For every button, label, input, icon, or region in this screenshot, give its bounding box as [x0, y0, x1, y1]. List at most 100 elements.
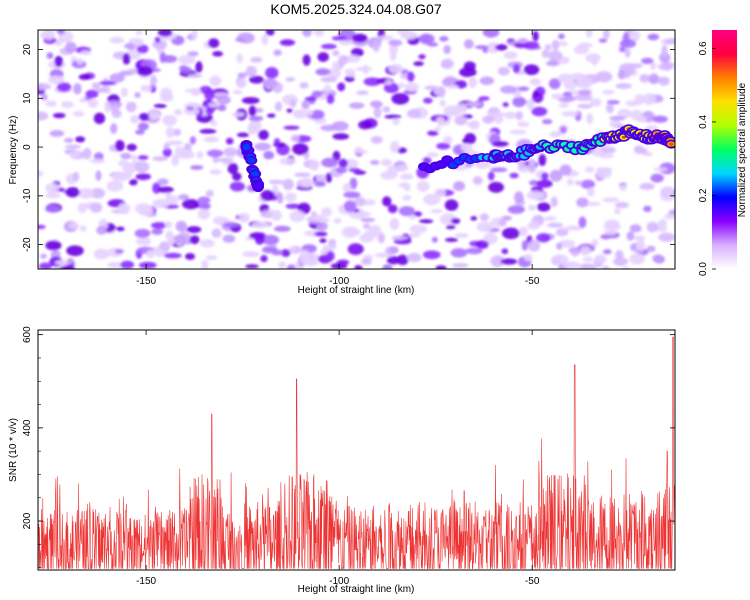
- noise-blob: [146, 249, 156, 259]
- noise-blob: [335, 166, 348, 174]
- noise-blob: [77, 188, 95, 199]
- noise-blob: [279, 39, 296, 46]
- noise-blob: [120, 152, 132, 160]
- noise-blob: [165, 190, 172, 202]
- noise-blob: [603, 230, 617, 236]
- noise-blob: [189, 235, 200, 245]
- noise-blob: [532, 90, 539, 97]
- noise-blob: [523, 253, 533, 262]
- noise-blob: [328, 238, 337, 247]
- noise-blob: [282, 178, 294, 191]
- noise-blob: [302, 54, 311, 66]
- noise-blob: [125, 101, 137, 113]
- noise-blob: [206, 149, 224, 158]
- noise-blob: [229, 181, 246, 192]
- noise-blob: [289, 99, 297, 108]
- noise-blob: [582, 256, 594, 263]
- noise-blob: [46, 52, 54, 59]
- noise-blob: [135, 30, 143, 35]
- noise-blob: [364, 199, 376, 206]
- noise-blob: [245, 65, 257, 77]
- noise-blob: [615, 201, 629, 209]
- noise-blob: [236, 53, 243, 64]
- noise-blob: [338, 55, 349, 65]
- snr-y-tick-label: 400: [22, 419, 33, 436]
- noise-blob: [223, 147, 238, 157]
- noise-blob: [338, 39, 354, 46]
- noise-blob: [454, 115, 468, 126]
- noise-blob: [571, 251, 579, 257]
- noise-blob: [72, 110, 85, 117]
- colorbar-ticks: 0.0 0.2 0.4 0.6: [698, 41, 716, 276]
- noise-blob: [138, 261, 157, 269]
- noise-blob: [546, 60, 560, 67]
- noise-blob: [427, 42, 439, 47]
- noise-blob: [577, 103, 593, 109]
- noise-blob: [321, 207, 332, 217]
- noise-blob: [134, 228, 151, 238]
- noise-blob: [174, 109, 183, 116]
- noise-blob: [347, 243, 364, 255]
- noise-blob: [344, 75, 355, 82]
- noise-blob: [436, 116, 445, 124]
- noise-blob: [150, 222, 168, 229]
- snr-series-line: [38, 336, 675, 570]
- noise-blob: [338, 158, 348, 168]
- noise-blob: [479, 76, 495, 86]
- noise-blob: [135, 237, 152, 246]
- spectrogram-ridge: [240, 124, 675, 193]
- noise-blob: [609, 115, 626, 121]
- noise-blob: [369, 100, 383, 108]
- noise-blob: [500, 258, 518, 265]
- noise-blob: [106, 180, 124, 192]
- noise-blob: [274, 225, 291, 232]
- noise-blob: [271, 210, 282, 221]
- noise-blob: [302, 30, 312, 37]
- noise-blob: [238, 212, 250, 223]
- spectrogram-y-tick-label: -10: [22, 188, 33, 203]
- noise-blob: [326, 94, 335, 105]
- noise-blob: [93, 112, 106, 125]
- noise-blob: [157, 186, 174, 193]
- noise-blob: [617, 70, 626, 80]
- noise-blob: [195, 61, 203, 73]
- noise-blob: [358, 120, 372, 130]
- noise-blob: [624, 48, 631, 58]
- noise-blob: [315, 68, 331, 76]
- noise-blob: [527, 239, 541, 252]
- colorbar-label: Normalized spectral amplitude: [737, 82, 748, 217]
- noise-blob: [478, 96, 490, 101]
- noise-blob: [556, 242, 563, 250]
- colorbar-tick-label: 0.4: [698, 115, 709, 129]
- noise-blob: [273, 138, 281, 146]
- noise-blob: [639, 73, 650, 83]
- noise-blob: [199, 128, 217, 134]
- noise-blob: [154, 248, 165, 258]
- noise-blob: [320, 76, 338, 83]
- noise-blob: [160, 87, 173, 99]
- noise-blob: [619, 185, 627, 192]
- noise-blob: [337, 82, 346, 92]
- noise-blob: [152, 198, 170, 209]
- noise-blob: [416, 180, 430, 192]
- noise-blob: [159, 52, 167, 64]
- noise-blob: [245, 264, 259, 269]
- noise-blob: [423, 97, 433, 104]
- noise-blob: [634, 235, 646, 242]
- noise-blob: [205, 255, 218, 261]
- noise-blob: [332, 50, 340, 57]
- noise-blob: [187, 51, 199, 57]
- noise-blob: [137, 155, 149, 161]
- noise-blob: [658, 232, 675, 242]
- noise-blob: [486, 42, 500, 54]
- noise-blob: [384, 114, 402, 119]
- noise-blob: [91, 82, 101, 90]
- spectrogram-x-tick-label: -100: [329, 276, 349, 287]
- noise-blob: [45, 205, 61, 213]
- snr-y-tick-label: 200: [22, 512, 33, 529]
- noise-blob: [562, 261, 581, 269]
- noise-blob: [558, 102, 570, 108]
- ridge-core: [247, 157, 256, 164]
- noise-blob: [474, 160, 492, 169]
- noise-blob: [602, 265, 610, 269]
